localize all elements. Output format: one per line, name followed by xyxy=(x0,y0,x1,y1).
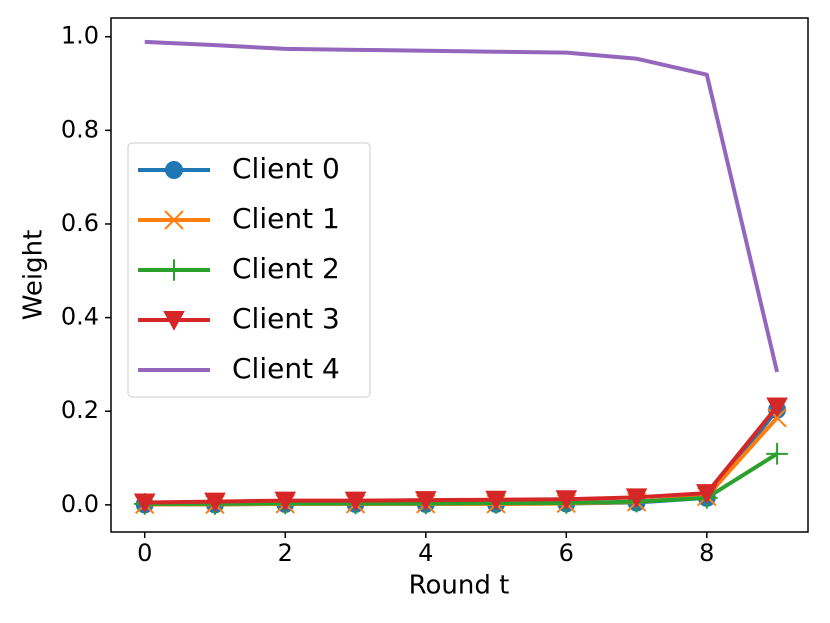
marker xyxy=(344,491,367,512)
marker xyxy=(555,490,578,511)
marker xyxy=(485,490,507,511)
y-tick-label: 0.8 xyxy=(61,115,99,143)
series-line xyxy=(144,408,779,507)
marker xyxy=(274,491,297,512)
legend-marker xyxy=(163,259,185,281)
legend-label: Client 3 xyxy=(232,302,340,335)
x-tick-label: 8 xyxy=(699,539,714,567)
marker xyxy=(625,488,648,509)
y-tick-label: 0.0 xyxy=(61,490,99,518)
x-axis-label: Round t xyxy=(409,571,510,601)
x-tick-label: 0 xyxy=(137,539,152,567)
marker xyxy=(766,443,788,465)
marker xyxy=(696,484,718,504)
x-tick-label: 6 xyxy=(559,539,574,567)
y-tick-label: 1.0 xyxy=(61,22,99,50)
series-line xyxy=(144,405,779,505)
legend-marker xyxy=(165,161,183,179)
y-tick-label: 0.6 xyxy=(61,209,99,237)
legend-marker xyxy=(163,311,185,331)
series-line xyxy=(144,416,779,507)
series-line xyxy=(144,39,780,373)
legend-label: Client 2 xyxy=(232,252,340,285)
legend-label: Client 0 xyxy=(232,152,340,185)
legend: Client 0 Client 1 Client 2 Client 3 Client 4 xyxy=(127,142,371,398)
legend-label: Client 4 xyxy=(232,352,340,385)
marker xyxy=(133,493,156,514)
y-tick-label: 0.2 xyxy=(61,396,99,424)
y-tick-label: 0.4 xyxy=(61,303,99,331)
x-tick-label: 4 xyxy=(418,539,433,567)
marker xyxy=(204,492,226,513)
marker xyxy=(766,397,788,418)
legend-label: Client 1 xyxy=(232,202,340,235)
series-line xyxy=(144,452,779,506)
plot-frame xyxy=(110,17,809,533)
legend-frame xyxy=(127,142,371,398)
y-axis-label: Weight xyxy=(19,230,49,321)
marker xyxy=(414,491,437,511)
x-tick-label: 2 xyxy=(278,539,293,567)
legend-marker xyxy=(164,210,184,230)
